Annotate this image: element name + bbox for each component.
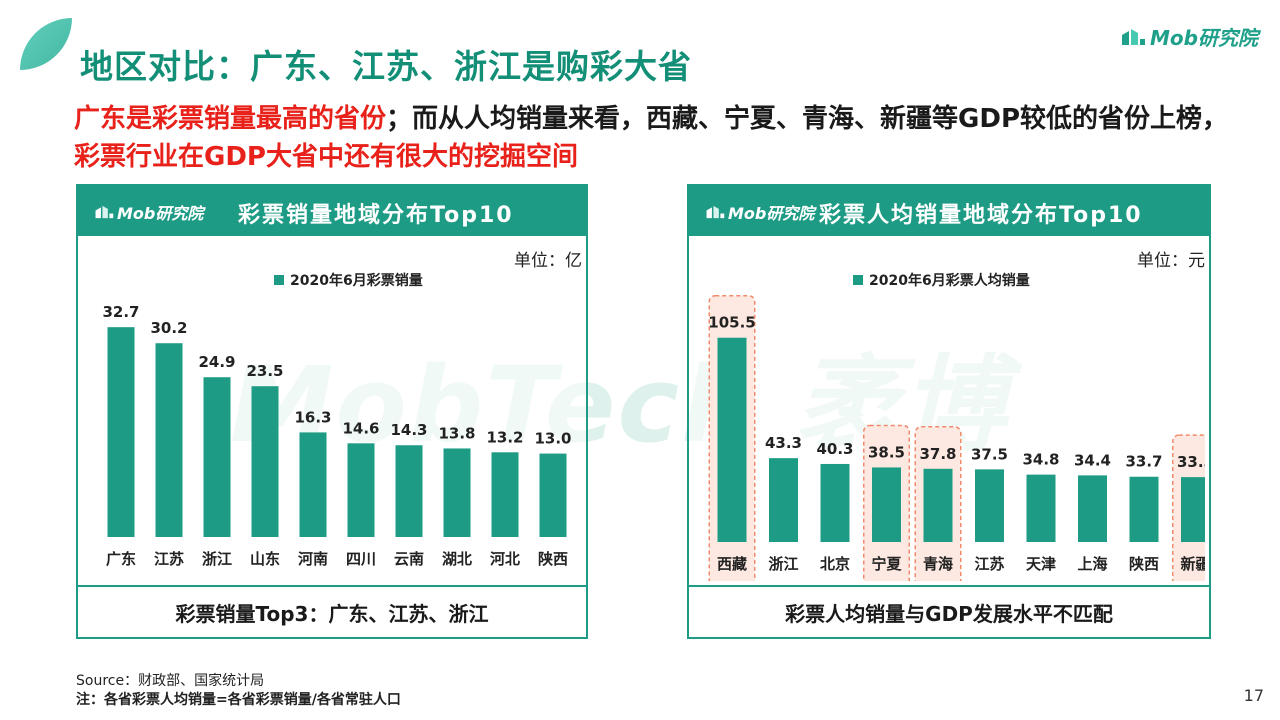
data-label: 43.3 [765,434,802,452]
legend-label: 2020年6月彩票人均销量 [869,273,1030,289]
bar [1078,475,1107,542]
subtitle-highlight-2: 彩票行业在GDP大省中还有很大的挖掘空间 [74,142,578,172]
category-label: 浙江 [202,550,232,568]
panel-header: Mob研究院 彩票人均销量地域分布Top10 [689,186,1209,236]
data-label: 13.2 [486,428,523,446]
panel-title: 彩票人均销量地域分布Top10 [819,203,1143,228]
category-label: 云南 [394,550,424,568]
panel-logo: Mob研究院 [705,200,814,224]
category-label: 广东 [106,550,136,568]
page-number: 17 [1243,686,1264,705]
category-label: 青海 [923,555,953,573]
legend-swatch [274,275,284,285]
sales-chart-panel: Mob研究院 彩票销量地域分布Top10 单位：亿 2020年6月彩票销量 32… [76,184,588,639]
logo-mark-icon [1122,28,1146,45]
category-label: 河北 [490,550,520,568]
category-label: 山东 [250,550,280,568]
category-label: 天津 [1026,555,1056,573]
data-label: 30.2 [150,319,187,337]
category-label: 浙江 [768,555,798,573]
unit-label: 单位：亿 [514,251,582,271]
logo-text: Mob研究院 [1150,26,1258,50]
panel-logo-text: Mob研究院 [728,204,815,223]
bar [395,445,423,537]
data-label: 37.5 [971,445,1008,463]
data-label: 33.5 [1177,453,1205,471]
data-label: 34.8 [1022,451,1059,469]
brand-logo: Mob研究院 [1120,22,1258,51]
panel-logo-text: Mob研究院 [117,204,204,223]
data-label: 14.3 [390,421,427,439]
bar [769,458,798,542]
data-label: 23.5 [246,362,283,380]
legend-label: 2020年6月彩票销量 [290,273,423,289]
data-label: 13.0 [534,430,571,448]
bar [923,468,953,542]
data-label: 34.4 [1074,451,1111,469]
data-label: 13.8 [438,424,475,442]
category-label: 江苏 [154,550,184,568]
data-label: 40.3 [816,440,853,458]
page-title: 地区对比：广东、江苏、浙江是购彩大省 [80,47,692,86]
bar [299,432,327,537]
logo-mark-icon [706,205,725,219]
data-label: 105.5 [708,314,755,332]
bar [717,337,747,542]
panel-logo: Mob研究院 [94,200,203,224]
category-label: 四川 [346,550,376,568]
subtitle: 广东是彩票销量最高的省份；而从人均销量来看，西藏、宁夏、青海、新疆等GDP较低的… [74,100,1244,176]
data-label: 33.7 [1125,453,1162,471]
panel-footer: 彩票人均销量与GDP发展水平不匹配 [689,585,1209,637]
bar [820,463,850,542]
subtitle-body: ；而从人均销量来看，西藏、宁夏、青海、新疆等GDP较低的省份上榜， [386,104,1228,134]
bar [443,448,471,537]
legend-swatch [853,275,863,285]
note-text: 注：各省彩票人均销量=各省彩票销量/各省常驻人口 [76,692,401,708]
category-label: 上海 [1077,555,1107,573]
category-label: 湖北 [442,550,472,568]
source-notes: Source：财政部、国家统计局 注：各省彩票人均销量=各省彩票销量/各省常驻人… [76,672,401,710]
category-label: 新疆 [1180,555,1205,573]
bar [1026,474,1056,542]
category-label: 陕西 [1129,555,1159,573]
category-label: 江苏 [974,555,1004,573]
chart-legend: 2020年6月彩票销量 [274,270,423,290]
bar [155,343,183,537]
bar [1181,477,1205,542]
data-label: 16.3 [294,408,331,426]
subtitle-highlight-1: 广东是彩票销量最高的省份 [74,104,387,134]
category-label: 西藏 [717,555,747,573]
panel-title: 彩票销量地域分布Top10 [238,203,514,228]
per-capita-bar-chart: 105.5 西藏 43.3 浙江 40.3 北京 38.5 宁夏 37.8 青海 37.5 江苏 34.… [708,294,1205,581]
bar [539,453,567,537]
category-label: 陕西 [538,550,568,568]
data-label: 32.7 [102,303,139,321]
source-text: Source：财政部、国家统计局 [76,673,265,689]
data-label: 24.9 [198,353,235,371]
bar [975,469,1004,542]
per-capita-chart-panel: Mob研究院 彩票人均销量地域分布Top10 单位：元 2020年6月彩票人均销… [687,184,1211,639]
bar [251,386,279,537]
data-label: 38.5 [868,443,905,461]
bar [107,327,135,537]
category-label: 北京 [820,555,850,573]
panel-footer: 彩票销量Top3：广东、江苏、浙江 [78,585,586,637]
bar [347,443,375,537]
chart-legend: 2020年6月彩票人均销量 [853,270,1030,290]
logo-mark-icon [95,205,114,219]
panel-header: Mob研究院 彩票销量地域分布Top10 [78,186,586,236]
category-label: 河南 [298,550,328,568]
sales-bar-chart: 32.7 广东 30.2 江苏 24.9 浙江 23.5 山东 16.3 河南 14.6 四川 14.3… [102,303,571,568]
unit-label: 单位：元 [1137,251,1205,271]
bar [491,452,519,537]
bar [203,377,231,537]
category-label: 宁夏 [871,555,902,573]
corner-decoration [20,18,72,70]
bar [1129,476,1159,542]
data-label: 14.6 [342,419,379,437]
bar [872,467,901,542]
data-label: 37.8 [919,445,956,463]
